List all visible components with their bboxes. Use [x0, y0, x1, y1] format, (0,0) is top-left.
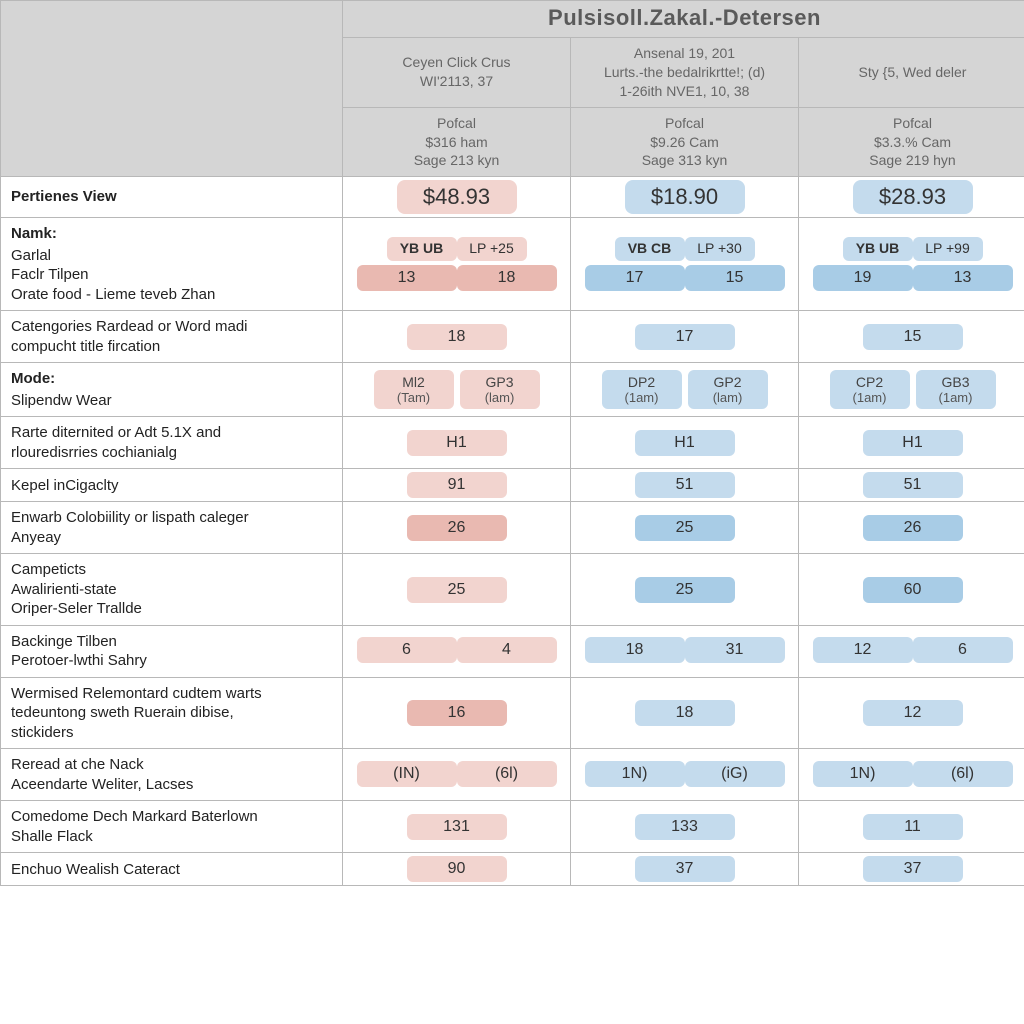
- value-cell-6-1: 25: [571, 502, 799, 554]
- value-cell-8-1: 1831: [571, 625, 799, 677]
- value-cell-3-2: CP2(1am)GB3(1am): [799, 363, 1024, 417]
- col-header-a-2: Sty {5, Wed deler: [799, 38, 1024, 108]
- row-label-3: Mode:Slipendw Wear: [1, 363, 343, 417]
- value-cell-11-1: 133: [571, 801, 799, 853]
- value-cell-12-0: 90: [343, 853, 571, 886]
- value-cell-2-1: 17: [571, 311, 799, 363]
- value-cell-10-0: (IN)(6l): [343, 749, 571, 801]
- value-cell-1-0: YB UBLP +251318: [343, 218, 571, 311]
- value-cell-0-1: $18.90: [571, 177, 799, 218]
- col-header-b-2: Pofcal$3.3.% CamSage 219 hyn: [799, 107, 1024, 177]
- value-cell-1-2: YB UBLP +991913: [799, 218, 1024, 311]
- row-label-2: Catengories Rardead or Word madicompucht…: [1, 311, 343, 363]
- value-cell-7-1: 25: [571, 554, 799, 626]
- value-cell-10-2: 1N)(6l): [799, 749, 1024, 801]
- col-header-a-0: Ceyen Click CrusWI'2113, 37: [343, 38, 571, 108]
- value-cell-10-1: 1N)(iG): [571, 749, 799, 801]
- value-cell-5-0: 91: [343, 469, 571, 502]
- value-cell-8-2: 126: [799, 625, 1024, 677]
- table-title: Pulsisoll.Zakal.-Detersen: [343, 1, 1024, 38]
- col-header-a-1: Ansenal 19, 201Lurts.-the bedalrikrtte!;…: [571, 38, 799, 108]
- row-label-8: Backinge TilbenPerotoer-lwthi Sahry: [1, 625, 343, 677]
- value-cell-4-0: H1: [343, 417, 571, 469]
- value-cell-6-0: 26: [343, 502, 571, 554]
- row-label-12: Enchuo Wealish Cateract: [1, 853, 343, 886]
- value-cell-0-2: $28.93: [799, 177, 1024, 218]
- header-empty: [1, 1, 343, 177]
- row-label-0: Pertienes View: [1, 177, 343, 218]
- value-cell-2-0: 18: [343, 311, 571, 363]
- value-cell-5-2: 51: [799, 469, 1024, 502]
- comparison-table: Pulsisoll.Zakal.-Detersen Ceyen Click Cr…: [0, 0, 1024, 886]
- value-cell-9-0: 16: [343, 677, 571, 749]
- value-cell-8-0: 64: [343, 625, 571, 677]
- col-header-b-0: Pofcal$316 hamSage 213 kyn: [343, 107, 571, 177]
- row-label-5: Kepel inCigaclty: [1, 469, 343, 502]
- value-cell-9-2: 12: [799, 677, 1024, 749]
- value-cell-9-1: 18: [571, 677, 799, 749]
- value-cell-4-2: H1: [799, 417, 1024, 469]
- row-label-9: Wermised Relemontard cudtem wartstedeunt…: [1, 677, 343, 749]
- col-header-b-1: Pofcal$9.26 CamSage 313 kyn: [571, 107, 799, 177]
- row-label-6: Enwarb Colobiility or lispath calegerAny…: [1, 502, 343, 554]
- row-label-7: CampetictsAwalirienti-stateOriper-Seler …: [1, 554, 343, 626]
- value-cell-12-2: 37: [799, 853, 1024, 886]
- value-cell-11-0: 131: [343, 801, 571, 853]
- value-cell-3-1: DP2(1am)GP2(lam): [571, 363, 799, 417]
- value-cell-0-0: $48.93: [343, 177, 571, 218]
- row-label-10: Reread at che NackAceendarte Weliter, La…: [1, 749, 343, 801]
- value-cell-7-2: 60: [799, 554, 1024, 626]
- value-cell-1-1: VB CBLP +301715: [571, 218, 799, 311]
- value-cell-4-1: H1: [571, 417, 799, 469]
- value-cell-5-1: 51: [571, 469, 799, 502]
- row-label-1: Namk:GarlalFaclr TilpenOrate food - Liem…: [1, 218, 343, 311]
- value-cell-2-2: 15: [799, 311, 1024, 363]
- value-cell-3-0: Ml2(Tam)GP3(lam): [343, 363, 571, 417]
- row-label-11: Comedome Dech Markard BaterlownShalle Fl…: [1, 801, 343, 853]
- value-cell-7-0: 25: [343, 554, 571, 626]
- row-label-4: Rarte diternited or Adt 5.1X andrlouredi…: [1, 417, 343, 469]
- value-cell-11-2: 11: [799, 801, 1024, 853]
- value-cell-12-1: 37: [571, 853, 799, 886]
- value-cell-6-2: 26: [799, 502, 1024, 554]
